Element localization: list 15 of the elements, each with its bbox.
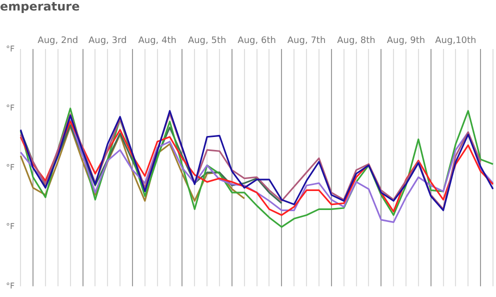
x-tick-label: Aug, 8th: [337, 36, 376, 46]
y-axis-title: °F: [6, 222, 15, 232]
text: °F: [6, 281, 15, 290]
x-tick-label: Aug, 9th: [386, 36, 426, 46]
text: °F: [6, 162, 15, 172]
x-tick-label: Aug, 7th: [287, 36, 326, 46]
text: °F: [6, 44, 15, 54]
x-tick-label: Aug, 4th: [138, 36, 176, 46]
x-tick-label: Aug, 2nd: [38, 36, 78, 46]
text: °F: [6, 104, 15, 113]
x-tick-label: Aug, 6th: [238, 36, 276, 46]
x-tick-label: Aug, 5th: [188, 36, 226, 46]
x-tick-label: Aug, 3rd: [88, 36, 127, 46]
chart-title: emperature: [0, 0, 80, 14]
x-tick-label: Aug,10th: [435, 36, 476, 46]
